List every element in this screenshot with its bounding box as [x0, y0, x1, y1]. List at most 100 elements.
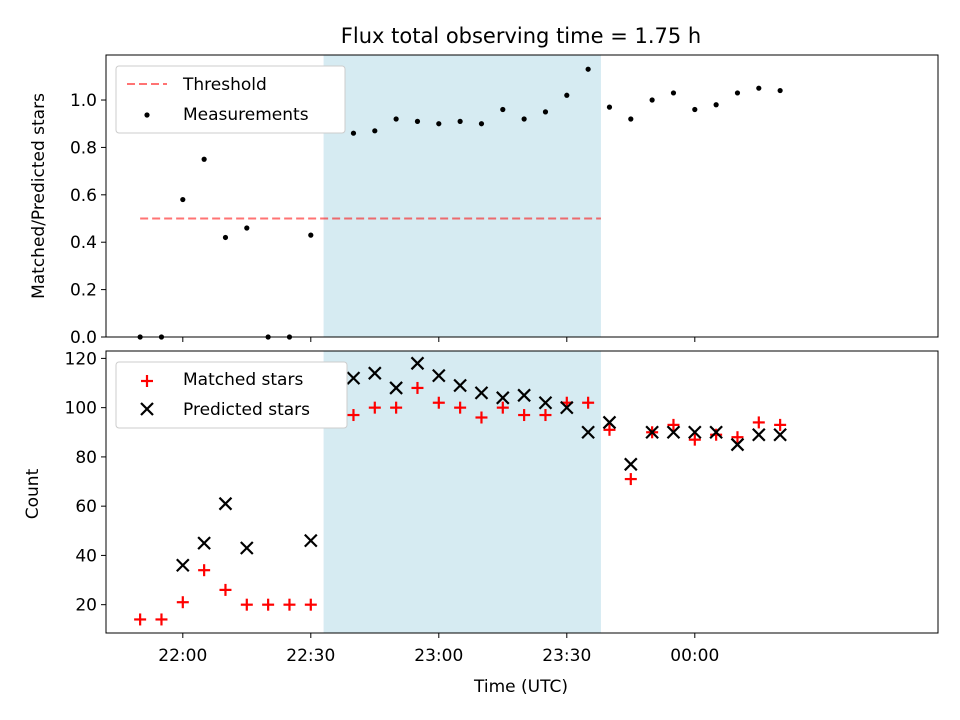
- measurement-point: [436, 121, 442, 127]
- matched-star-point: [304, 598, 317, 611]
- matched-star-point: [496, 401, 509, 414]
- legend-measurements-swatch: [144, 112, 150, 118]
- matched-star-point: [667, 418, 680, 431]
- measurement-point: [478, 121, 485, 127]
- measurement-point: [649, 97, 655, 103]
- legend-measurements-label: Measurements: [183, 105, 309, 125]
- legend-matched-label: Matched stars: [183, 370, 303, 390]
- matched-star-point: [283, 598, 296, 611]
- top-y-axis: 0.0 0.2 0.4 0.6 0.8 1.0: [70, 91, 106, 348]
- top-y-tick-label: 0.4: [70, 233, 97, 253]
- x-tick-label: 22:30: [286, 646, 335, 666]
- predicted-star-point: [368, 366, 382, 380]
- predicted-star-point: [581, 425, 595, 440]
- matched-star-point: [240, 598, 253, 611]
- bottom-y-tick-label: 120: [65, 349, 97, 369]
- matched-star-point: [432, 396, 445, 409]
- top-legend-box: [115, 65, 346, 134]
- bottom-shaded-span: [323, 351, 601, 633]
- matched-star-point: [624, 473, 637, 486]
- top-y-tick-label: 0.6: [70, 186, 97, 206]
- measurement-point: [521, 116, 527, 122]
- x-tick-label: 00:00: [670, 646, 719, 666]
- matched-star-point: [390, 401, 403, 414]
- predicted-star-point: [218, 496, 233, 511]
- top-shaded-span: [323, 55, 601, 337]
- predicted-star-point: [560, 400, 574, 415]
- measurement-point: [222, 234, 229, 241]
- predicted-star-point: [602, 415, 617, 430]
- predicted-star-point: [410, 356, 425, 371]
- predicted-star-point: [432, 368, 446, 383]
- matched-star-point: [774, 418, 787, 431]
- matched-star-point: [539, 409, 552, 422]
- matched-star-point: [475, 411, 488, 424]
- measurement-point: [393, 116, 399, 122]
- matched-star-point: [134, 613, 147, 626]
- bottom-legend: Matched stars Predicted stars: [115, 361, 348, 429]
- matched-star-point: [198, 564, 211, 577]
- matched-star-point: [752, 416, 765, 429]
- predicted-star-point: [688, 425, 702, 440]
- matched-star-point: [688, 433, 701, 446]
- top-legend: Threshold Measurements: [115, 65, 346, 134]
- matched-star-point: [262, 598, 275, 611]
- measurement-point: [734, 90, 741, 96]
- chart-title: Flux total observing time = 1.75 h: [341, 24, 701, 48]
- predicted-star-point: [474, 386, 489, 400]
- measurement-point: [180, 196, 186, 203]
- x-tick-label: 22:00: [158, 646, 207, 666]
- measurement-point: [670, 90, 677, 96]
- matched-star-point: [603, 423, 616, 436]
- predicted-star-point: [304, 533, 318, 548]
- predicted-star-point: [538, 395, 553, 410]
- bottom-y-tick-label: 40: [75, 546, 97, 566]
- top-x-ticks: [182, 337, 696, 342]
- bottom-y-axis-label: Count: [23, 468, 43, 519]
- measurement-point: [692, 106, 698, 113]
- top-y-tick-label: 0.8: [70, 138, 97, 158]
- bottom-x-axis: 22:00 22:30 23:00 23:30 00:00: [158, 633, 719, 666]
- bottom-legend-box: [115, 361, 348, 429]
- measurement-point: [756, 85, 762, 91]
- top-y-tick-label: 1.0: [70, 91, 97, 111]
- measurement-point: [585, 66, 591, 72]
- x-tick-label: 23:30: [542, 646, 591, 666]
- top-y-tick-label: 0.2: [70, 281, 97, 301]
- measurement-point: [606, 104, 613, 110]
- bottom-y-tick-label: 60: [75, 497, 97, 517]
- predicted-star-point: [496, 391, 510, 405]
- x-axis-label: Time (UTC): [473, 677, 568, 697]
- bottom-y-tick-label: 100: [65, 399, 97, 419]
- top-panel: 0.0 0.2 0.4 0.6 0.8 1.0 Matched/Predicted sta…: [29, 54, 939, 348]
- measurement-point: [564, 92, 570, 98]
- measurement-point: [500, 106, 506, 113]
- predicted-star-point: [517, 388, 531, 403]
- matched-star-point: [454, 401, 467, 414]
- legend-predicted-label: Predicted stars: [183, 400, 310, 420]
- legend-matched-swatch: [141, 375, 153, 387]
- measurement-point: [542, 109, 549, 115]
- measurement-point: [372, 128, 378, 134]
- x-tick-label: 23:00: [414, 646, 463, 666]
- matched-star-point: [176, 596, 189, 609]
- measurement-point: [350, 130, 357, 136]
- matched-star-point: [411, 381, 424, 394]
- top-y-axis-label: Matched/Predicted stars: [29, 93, 49, 299]
- matched-star-point: [368, 401, 381, 414]
- predicted-star-point: [176, 558, 190, 573]
- measurement-point: [777, 87, 783, 94]
- predicted-star-point: [240, 541, 254, 555]
- predicted-star-point: [645, 425, 659, 440]
- matched-star-point: [155, 613, 168, 626]
- matched-star-point: [518, 409, 531, 422]
- measurement-point: [244, 225, 250, 231]
- matched-star-point: [710, 428, 723, 441]
- bottom-y-tick-label: 80: [75, 448, 97, 468]
- bottom-plot-frame: [105, 350, 939, 634]
- predicted-star-point: [624, 457, 638, 472]
- bottom-panel: 20 40 60 80 100 120 22:00 22:30 23:00 23:30 00:00…: [23, 349, 939, 697]
- measurement-point: [457, 118, 463, 124]
- predicted-star-point: [773, 427, 787, 442]
